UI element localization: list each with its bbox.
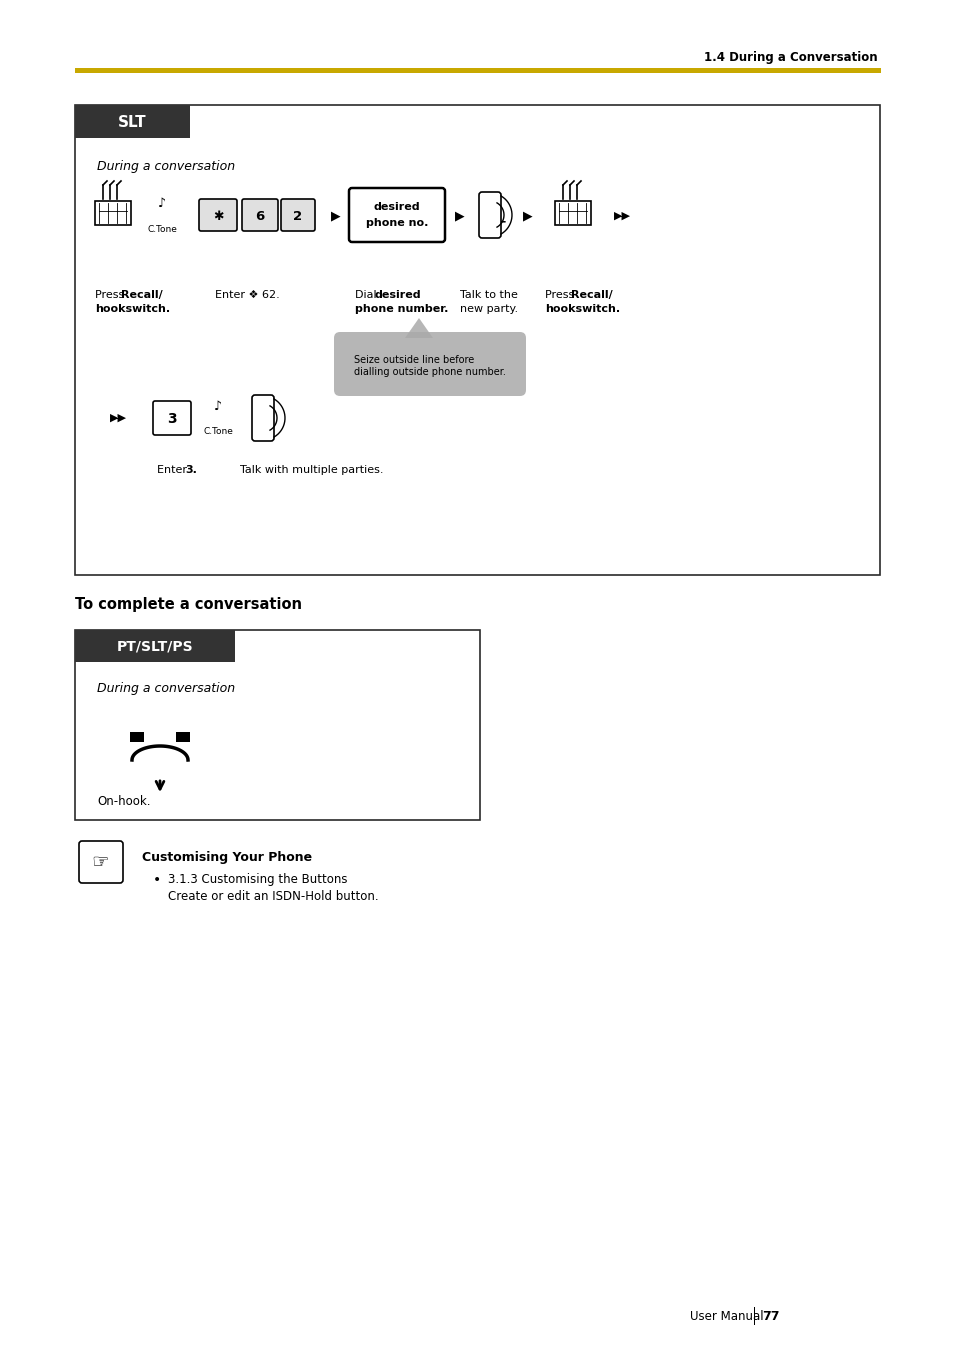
Bar — [130, 732, 144, 742]
Text: To complete a conversation: To complete a conversation — [75, 597, 302, 612]
Text: 77: 77 — [761, 1309, 779, 1323]
Text: Recall/: Recall/ — [571, 290, 612, 300]
Text: SLT: SLT — [118, 115, 147, 130]
Text: 3.: 3. — [185, 465, 196, 476]
Text: ▶: ▶ — [522, 209, 533, 223]
Text: 3.1.3 Customising the Buttons: 3.1.3 Customising the Buttons — [168, 873, 347, 886]
FancyBboxPatch shape — [242, 199, 277, 231]
Text: 3: 3 — [167, 412, 176, 426]
Text: 2: 2 — [294, 209, 302, 223]
FancyBboxPatch shape — [252, 394, 274, 440]
Text: •: • — [152, 873, 161, 888]
Text: phone no.: phone no. — [365, 218, 428, 228]
Text: Talk with multiple parties.: Talk with multiple parties. — [240, 465, 383, 476]
FancyBboxPatch shape — [199, 199, 236, 231]
Bar — [75, 105, 190, 138]
Text: ▶: ▶ — [455, 209, 464, 223]
Text: hookswitch.: hookswitch. — [95, 304, 170, 313]
Text: Customising Your Phone: Customising Your Phone — [142, 851, 312, 865]
FancyBboxPatch shape — [79, 842, 123, 884]
Text: During a conversation: During a conversation — [97, 159, 234, 173]
Text: On-hook.: On-hook. — [97, 794, 151, 808]
Text: phone number.: phone number. — [355, 304, 448, 313]
Text: desired: desired — [374, 203, 420, 212]
Text: ♪: ♪ — [213, 400, 222, 412]
Text: Enter ❖ 62.: Enter ❖ 62. — [214, 290, 279, 300]
Text: 1.4 During a Conversation: 1.4 During a Conversation — [703, 51, 877, 65]
Text: ▶▶: ▶▶ — [110, 413, 127, 423]
FancyBboxPatch shape — [334, 332, 525, 396]
Text: ▶▶: ▶▶ — [613, 211, 630, 222]
Text: Seize outside line before
dialling outside phone number.: Seize outside line before dialling outsi… — [354, 355, 505, 377]
Text: Press: Press — [544, 290, 578, 300]
FancyBboxPatch shape — [478, 192, 500, 238]
Bar — [175, 732, 190, 742]
Text: 6: 6 — [255, 209, 264, 223]
Bar — [555, 201, 590, 226]
Text: ♪: ♪ — [158, 196, 166, 209]
Text: new party.: new party. — [459, 304, 517, 313]
Text: Press: Press — [95, 290, 128, 300]
Text: User Manual: User Manual — [689, 1309, 762, 1323]
Text: Enter: Enter — [157, 465, 191, 476]
Bar — [753, 1306, 755, 1325]
Text: Create or edit an ISDN-Hold button.: Create or edit an ISDN-Hold button. — [168, 890, 378, 902]
Bar — [95, 201, 131, 226]
FancyBboxPatch shape — [281, 199, 314, 231]
Polygon shape — [405, 317, 433, 338]
Bar — [75, 105, 879, 576]
Text: Talk to the: Talk to the — [459, 290, 517, 300]
Text: Recall/: Recall/ — [121, 290, 163, 300]
Bar — [75, 68, 880, 73]
Text: hookswitch.: hookswitch. — [544, 304, 619, 313]
Bar — [75, 630, 479, 820]
Text: During a conversation: During a conversation — [97, 682, 234, 694]
Text: C.Tone: C.Tone — [203, 427, 233, 436]
Text: Dial: Dial — [355, 290, 379, 300]
Text: PT/SLT/PS: PT/SLT/PS — [116, 640, 193, 654]
Text: ☞: ☞ — [91, 854, 109, 873]
Text: ✱: ✱ — [213, 209, 223, 223]
FancyBboxPatch shape — [349, 188, 444, 242]
Text: desired: desired — [375, 290, 421, 300]
Text: C.Tone: C.Tone — [147, 224, 176, 234]
FancyBboxPatch shape — [152, 401, 191, 435]
Text: (⌞: (⌞ — [488, 205, 507, 226]
Text: ▶: ▶ — [331, 209, 340, 223]
Bar — [75, 630, 234, 662]
